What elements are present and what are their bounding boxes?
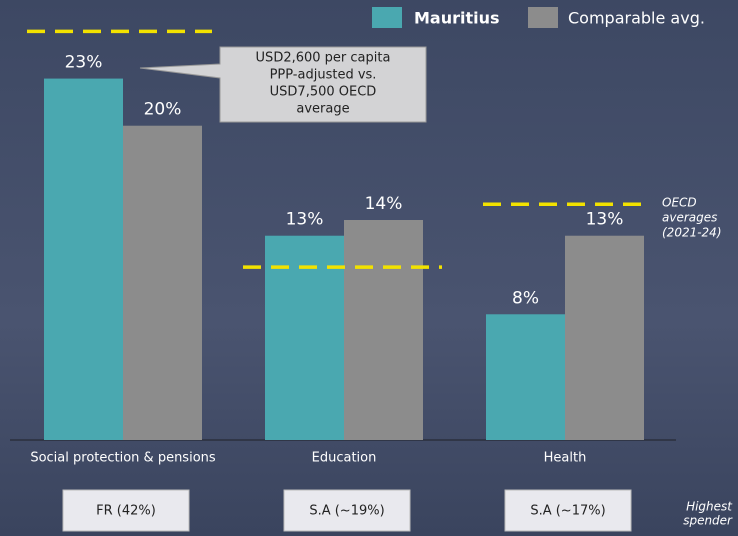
legend-swatch xyxy=(528,7,558,28)
x-tick-label: Social protection & pensions xyxy=(30,451,216,466)
callout-text: USD2,600 per capita xyxy=(256,51,391,66)
reference-label: (2021-24) xyxy=(662,226,722,240)
spender-box xyxy=(62,489,190,532)
spender-label: S.A (~19%) xyxy=(309,504,384,519)
spender-box xyxy=(283,489,411,532)
reference-label: OECD xyxy=(662,196,697,210)
x-tick-label: Health xyxy=(544,451,587,466)
spender-title: Highest xyxy=(686,500,733,514)
value-label: 14% xyxy=(365,194,403,214)
legend-label: Comparable avg. xyxy=(568,9,705,28)
bar xyxy=(44,78,123,441)
x-tick-label: Education xyxy=(312,451,377,466)
spender-label: S.A (~17%) xyxy=(530,504,605,519)
legend-label: Mauritius xyxy=(414,9,500,28)
value-label: 20% xyxy=(144,100,182,120)
value-label: 23% xyxy=(65,53,103,73)
spender-label: FR (42%) xyxy=(96,504,156,519)
bar xyxy=(486,314,565,440)
value-label: 13% xyxy=(286,210,324,230)
spender-box xyxy=(504,489,632,532)
value-label: 13% xyxy=(586,210,624,230)
legend-swatch xyxy=(372,7,402,28)
bar xyxy=(123,125,202,440)
callout-text: PPP-adjusted vs. xyxy=(270,68,377,83)
callout-text: USD7,500 OECD xyxy=(270,85,377,100)
spender-title: spender xyxy=(683,514,733,528)
bar xyxy=(265,235,344,440)
value-label: 8% xyxy=(512,288,539,308)
bar xyxy=(344,220,423,440)
callout-text: average xyxy=(296,102,349,117)
bar xyxy=(565,235,644,440)
reference-label: averages xyxy=(662,211,717,225)
callout xyxy=(139,46,427,123)
